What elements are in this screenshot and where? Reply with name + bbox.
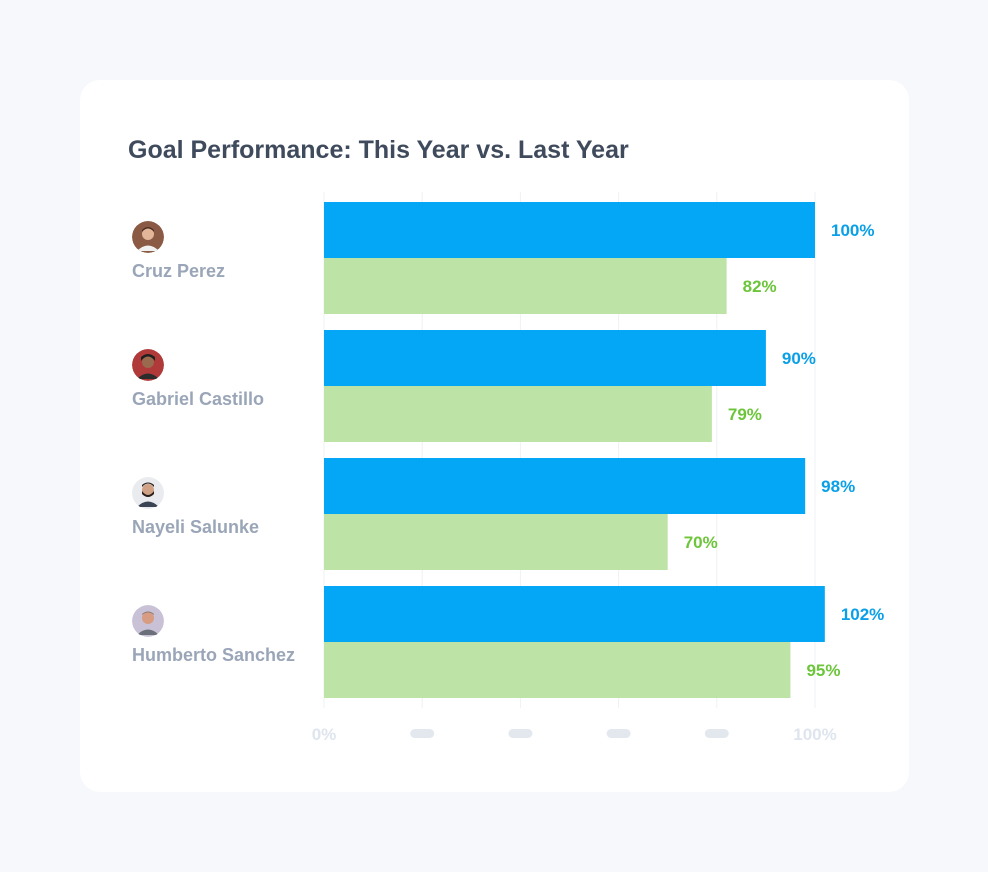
person-name: Gabriel Castillo	[132, 389, 265, 409]
bar	[324, 202, 815, 258]
bar-value-label: 90%	[782, 349, 816, 368]
person-avatar-icon	[132, 477, 164, 509]
bar	[324, 514, 668, 570]
bar	[324, 642, 791, 698]
x-tick-marker	[508, 729, 533, 738]
bar-value-label: 70%	[684, 533, 718, 552]
chart-title: Goal Performance: This Year vs. Last Yea…	[128, 136, 629, 164]
bar	[324, 258, 727, 314]
bar	[324, 386, 712, 442]
bar	[324, 458, 806, 514]
person-avatar-icon	[132, 349, 164, 381]
person-row: Gabriel Castillo	[132, 349, 332, 410]
person-row: Nayeli Salunke	[132, 477, 332, 538]
x-tick-label: 0%	[312, 725, 337, 744]
bar-value-label: 95%	[806, 661, 840, 680]
x-tick-label: 100%	[793, 725, 836, 744]
x-tick-marker	[704, 729, 729, 738]
person-row: Cruz Perez	[132, 221, 332, 282]
person-row: Humberto Sanchez	[132, 605, 332, 666]
person-avatar-icon	[132, 221, 164, 253]
x-tick-marker	[410, 729, 435, 738]
x-tick-marker	[606, 729, 631, 738]
person-avatar-icon	[132, 605, 164, 637]
person-name: Humberto Sanchez	[132, 645, 296, 665]
bar-value-label: 79%	[728, 405, 762, 424]
bar-value-label: 102%	[841, 605, 884, 624]
bar-value-label: 98%	[821, 477, 855, 496]
bar	[324, 330, 766, 386]
bar-value-label: 100%	[831, 221, 874, 240]
bar-value-label: 82%	[743, 277, 777, 296]
person-name: Nayeli Salunke	[132, 517, 260, 537]
person-name: Cruz Perez	[132, 261, 226, 281]
bar	[324, 586, 825, 642]
